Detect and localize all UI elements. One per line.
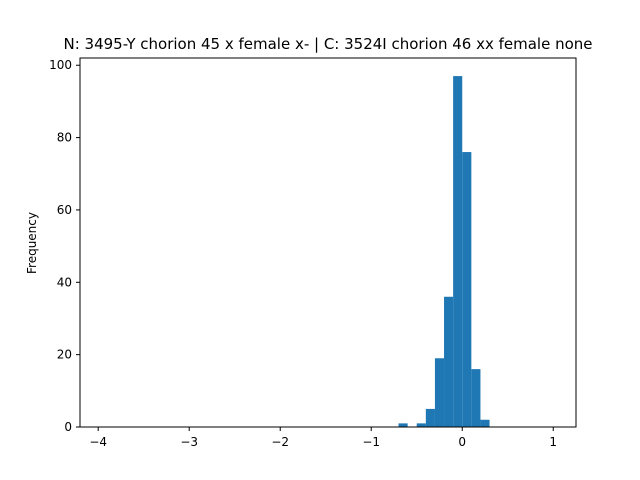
y-tick-label: 40 [57,275,72,289]
histogram-bar [416,423,426,427]
x-tick-label: −1 [362,435,380,449]
histogram-bar [480,419,490,427]
histogram-bar [462,152,472,427]
histogram-bar [398,423,408,427]
x-tick-label: −2 [271,435,289,449]
x-axis: −4 −3 −2 −1 0 1 [89,427,557,449]
x-tick-label: −3 [180,435,198,449]
histogram-bar [453,76,463,428]
plot-area-frame [79,57,577,428]
histogram-bar [434,358,445,427]
y-tick-label: 80 [57,131,72,145]
y-tick-label: 0 [64,420,72,434]
y-tick-label: 100 [49,58,72,72]
y-axis-label: Frequency [25,212,39,274]
x-tick-label: 1 [549,435,557,449]
x-tick-label: −4 [89,435,107,449]
histogram-bars [398,76,490,428]
y-tick-label: 60 [57,203,72,217]
histogram-bar [471,369,481,427]
histogram-bar [444,296,454,427]
y-axis: 0 20 40 60 80 100 [49,58,80,434]
y-tick-label: 20 [57,348,72,362]
histogram-bar [425,408,435,427]
chart-title: N: 3495-Y chorion 45 x female x- | C: 35… [63,35,592,53]
x-tick-label: 0 [458,435,466,449]
